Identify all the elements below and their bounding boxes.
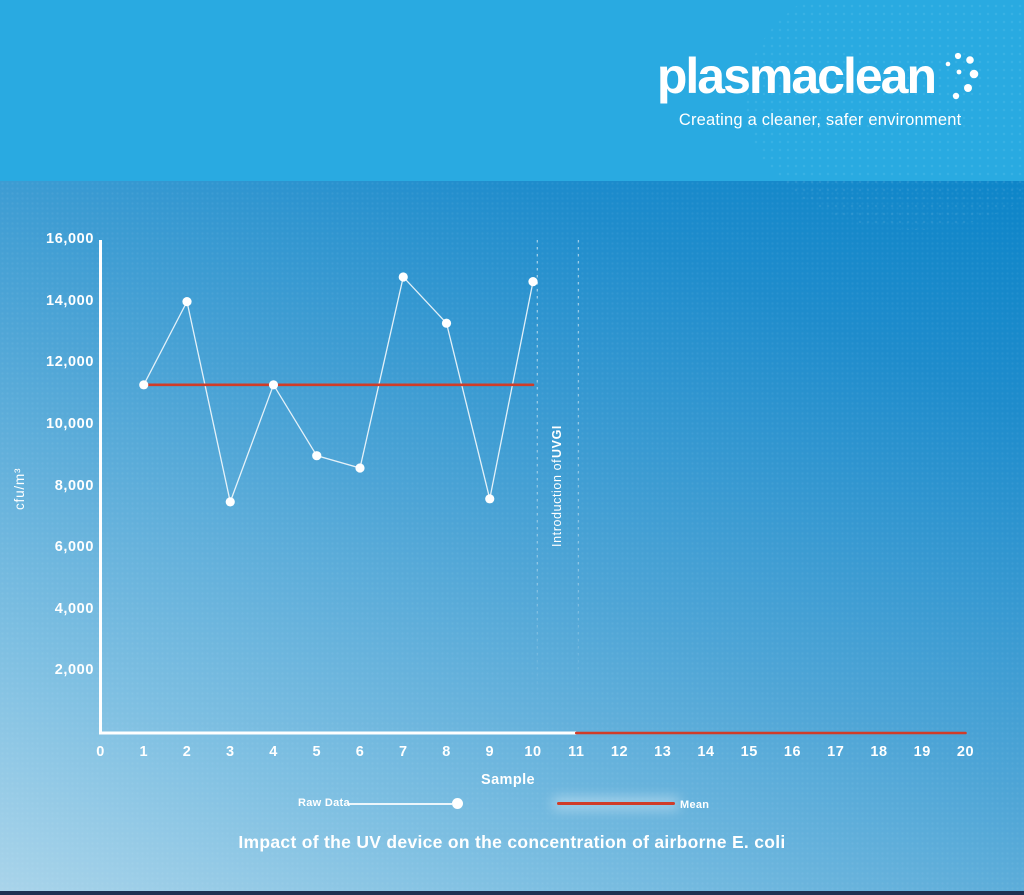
y-tick-label: 12,000	[46, 354, 94, 371]
x-tick-label: 11	[568, 744, 585, 760]
data-point-marker	[182, 297, 192, 307]
legend-mean-label: Mean	[680, 799, 710, 811]
brand-tagline: Creating a cleaner, safer environment	[678, 111, 962, 129]
x-tick-label: 14	[697, 744, 715, 760]
legend-raw-data-label: Raw Data	[298, 797, 350, 809]
chart-title: Impact of the UV device on the concentra…	[238, 832, 786, 852]
x-tick-label: 16	[783, 744, 802, 760]
data-point-marker	[485, 494, 495, 504]
x-tick-label: 6	[355, 744, 365, 760]
x-tick-label: 5	[312, 744, 322, 760]
x-tick-label: 8	[442, 744, 451, 760]
data-point-marker	[441, 318, 452, 328]
x-tick-label: 0	[96, 744, 105, 760]
uvgi-annotation: Introduction of UVGI	[543, 418, 571, 554]
uvgi-annotation-prefix: Introduction of	[550, 458, 564, 547]
y-tick-label: 2,000	[54, 662, 94, 679]
raw-data-line	[143, 275, 534, 505]
y-tick-label: 14,000	[46, 292, 94, 309]
y-tick-label: 8,000	[54, 477, 94, 494]
x-tick-label: 3	[225, 744, 235, 760]
x-tick-label: 7	[398, 744, 408, 760]
data-point-marker	[225, 497, 235, 507]
data-point-marker	[139, 380, 149, 390]
data-point-marker	[355, 463, 365, 473]
bottom-accent-strip	[0, 891, 1024, 895]
data-point-marker	[398, 272, 408, 282]
brand-logo: plasmaclean Creating a cleaner, safer en…	[656, 48, 980, 130]
uvgi-annotation-bold: UVGI	[550, 425, 564, 459]
x-tick-label: 9	[485, 744, 495, 760]
data-point-marker	[268, 380, 279, 390]
y-tick-label: 4,000	[54, 600, 94, 617]
y-tick-label: 6,000	[54, 539, 94, 556]
y-tick-label: 10,000	[46, 415, 94, 432]
brand-wordmark: plasmaclean	[656, 48, 937, 104]
data-point-marker	[312, 451, 322, 461]
x-tick-label: 12	[610, 744, 629, 760]
y-tick-label: 16,000	[46, 231, 94, 247]
x-tick-label: 4	[269, 744, 278, 760]
x-tick-label: 2	[182, 744, 192, 760]
legend-raw-data-line-swatch	[348, 803, 452, 805]
data-point-marker	[528, 276, 538, 287]
header-band: plasmaclean Creating a cleaner, safer en…	[0, 0, 1024, 230]
legend-mean-line-swatch	[557, 802, 675, 805]
dot-swirl-icon	[945, 52, 979, 100]
x-tick-label: 18	[870, 744, 888, 760]
x-tick-label: 13	[654, 744, 672, 760]
x-tick-label: 17	[827, 744, 845, 760]
x-tick-label: 15	[740, 744, 758, 760]
x-axis-title: Sample	[481, 772, 535, 788]
x-tick-label: 1	[139, 744, 149, 760]
x-tick-label: 19	[913, 744, 931, 760]
legend-raw-data-marker-swatch	[452, 798, 463, 809]
x-tick-label: 10	[524, 744, 542, 760]
x-tick-label: 20	[956, 744, 975, 760]
